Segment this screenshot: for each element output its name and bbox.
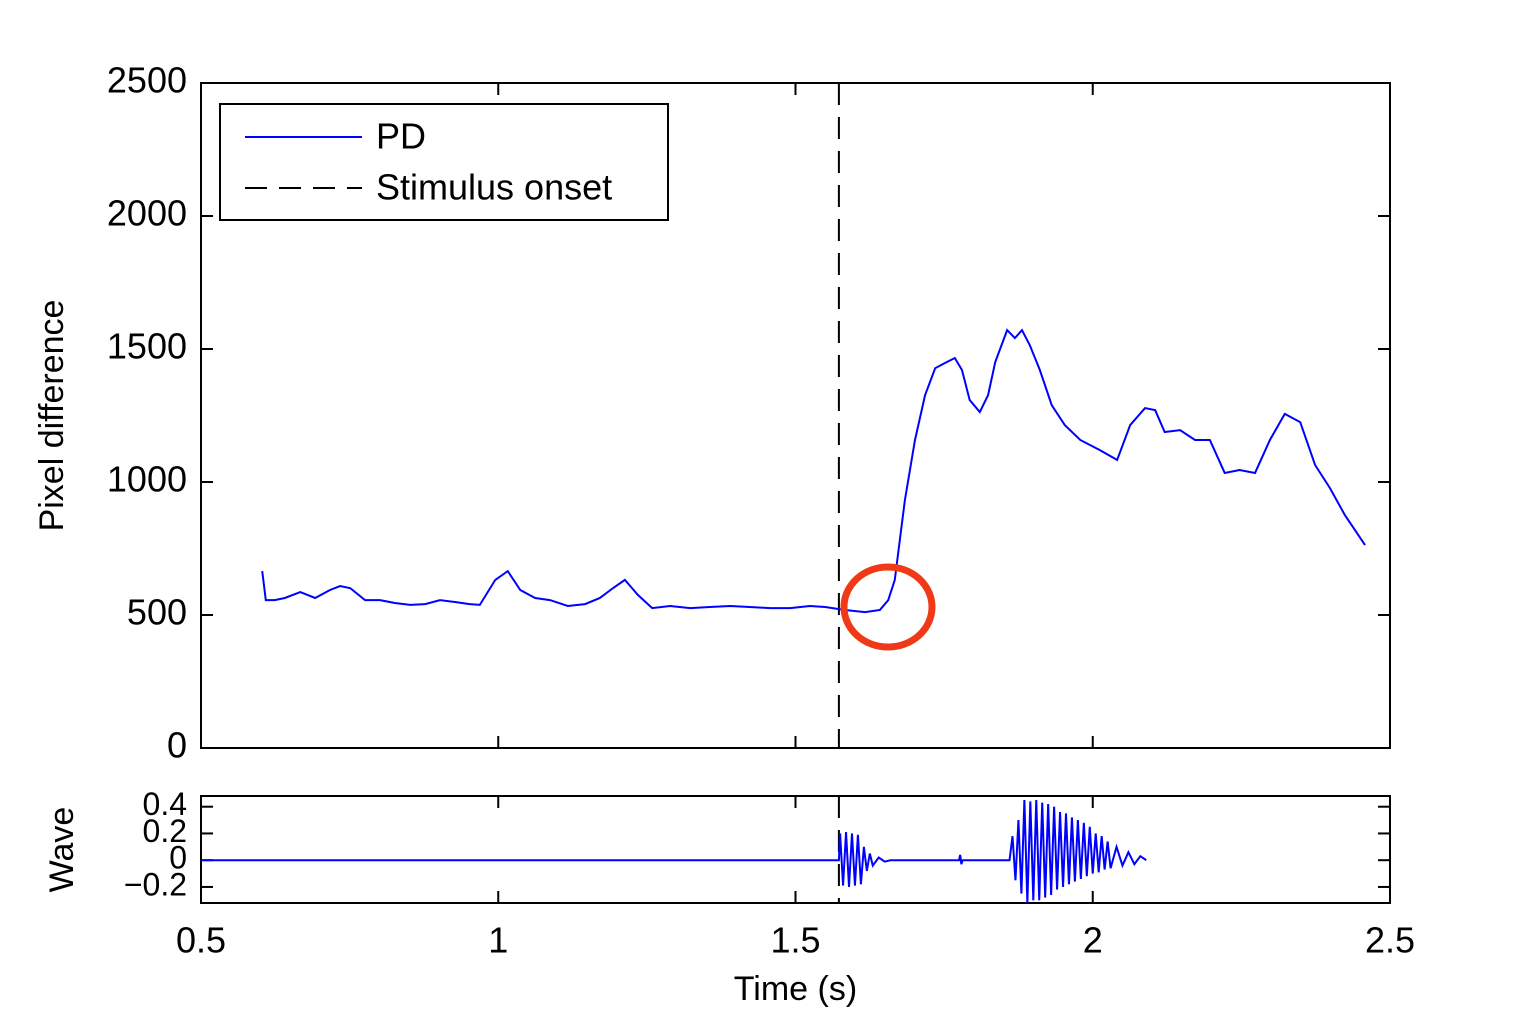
y-tick-label: 500 [127,592,187,633]
data-line [261,328,1366,614]
x-tick-label: 2 [1083,920,1103,961]
y-axis-label: Pixel difference [33,300,71,532]
data-line [201,799,1147,904]
plot-area [200,795,1391,904]
y-tick-label: 2000 [107,193,187,234]
y-tick-label: 0.4 [143,786,187,822]
y-tick-label: −0.2 [124,866,187,902]
y-tick-label: 2500 [107,60,187,101]
y-tick-label: 1500 [107,326,187,367]
y-tick-label: 0 [169,840,187,876]
y-tick-label: 0 [167,725,187,766]
y-tick-label: 1000 [107,459,187,500]
y-axis-label: Wave [43,807,81,893]
y-tick-label: 0.2 [143,813,187,849]
legend-label: Stimulus onset [376,167,612,208]
x-tick-label: 1.5 [770,920,820,961]
highlight-circle [840,563,936,651]
x-tick-label: 0.5 [176,920,226,961]
legend-box [219,103,669,221]
x-tick-label: 1 [488,920,508,961]
legend-label: PD [376,116,426,157]
x-axis-label: Time (s) [734,970,857,1008]
x-tick-label: 2.5 [1365,920,1415,961]
